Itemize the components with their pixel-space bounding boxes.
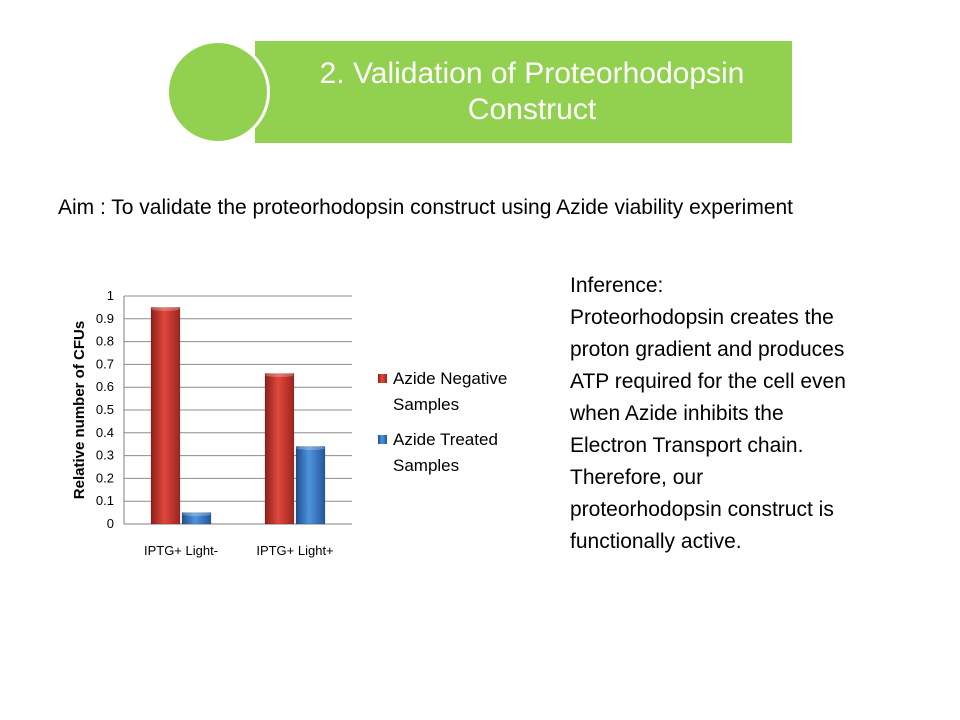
y-tick-label: 0.4 <box>96 425 114 440</box>
legend-swatch <box>378 435 387 444</box>
y-tick-label: 0.5 <box>96 402 114 417</box>
inference-line: Therefore, our <box>570 466 704 489</box>
y-ticks: 0 0.1 0.2 0.3 0.4 0.5 0.6 0.7 0.8 0.9 1 <box>96 288 114 531</box>
legend-label: Azide Treated <box>393 430 498 449</box>
legend-swatch <box>378 374 387 383</box>
title-circle-ornament <box>166 40 270 144</box>
slide-title: 2. Validation of Proteorhodopsin Constru… <box>272 41 792 143</box>
legend-label: Azide Negative <box>393 369 507 388</box>
slide-title-line-2: Construct <box>467 93 597 126</box>
bar <box>264 373 295 525</box>
inference-line: proton gradient and produces <box>570 338 845 361</box>
title-banner <box>255 41 792 143</box>
y-tick-label: 1 <box>107 288 114 303</box>
slide-title-line-1: 2. Validation of Proteorhodopsin <box>319 57 745 90</box>
inference-line: Electron Transport chain. <box>570 434 804 457</box>
y-tick-label: 0.3 <box>96 448 114 463</box>
bar <box>295 446 326 525</box>
inference-line: when Azide inhibits the <box>570 402 784 425</box>
x-tick-label: IPTG+ Light+ <box>256 543 333 558</box>
inference-line: functionally active. <box>570 530 742 553</box>
bar-chart: 0 0.1 0.2 0.3 0.4 0.5 0.6 0.7 0.8 0.9 1 IPTG+ Ligh… <box>71 288 507 558</box>
bar-cap <box>151 306 180 311</box>
y-tick-label: 0.9 <box>96 311 114 326</box>
inference-line: proteorhodopsin construct is <box>570 498 834 521</box>
y-tick-label: 0.6 <box>96 379 114 394</box>
legend: Azide Negative Samples Azide Treated Sample… <box>378 369 507 475</box>
y-tick-label: 0.7 <box>96 356 114 371</box>
bar <box>181 512 212 525</box>
inference-line: Proteorhodopsin creates the <box>570 306 834 329</box>
bars <box>150 306 326 525</box>
inference-text: Inference: Proteorhodopsin creates the p… <box>570 270 910 558</box>
x-ticks: IPTG+ Light- IPTG+ Light+ <box>144 543 334 558</box>
legend-label: Samples <box>393 456 459 475</box>
x-tick-label: IPTG+ Light- <box>144 543 218 558</box>
inference-line: Inference: <box>570 274 664 297</box>
y-tick-label: 0.1 <box>96 493 114 508</box>
bar <box>150 307 181 525</box>
y-tick-label: 0.8 <box>96 334 114 349</box>
bar-cap <box>182 512 211 517</box>
legend-label: Samples <box>393 395 459 414</box>
y-tick-label: 0.2 <box>96 470 114 485</box>
y-tick-label: 0 <box>107 516 114 531</box>
bar-cap <box>265 373 294 378</box>
y-axis-label: Relative number of CFUs <box>71 321 88 499</box>
aim-text: Aim : To validate the proteorhodopsin co… <box>58 196 794 219</box>
inference-line: ATP required for the cell even <box>570 370 846 393</box>
bar-cap <box>296 445 325 450</box>
